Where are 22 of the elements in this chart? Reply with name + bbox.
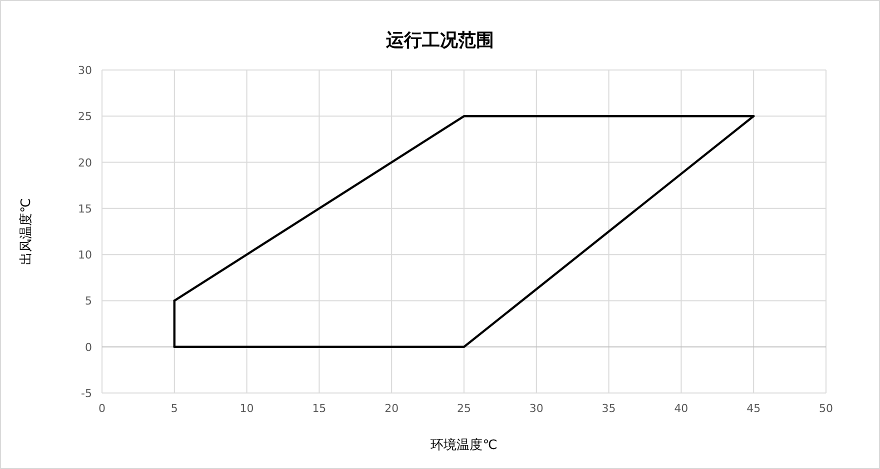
y-tick-label: 20 bbox=[78, 156, 92, 170]
x-tick-label: 20 bbox=[384, 402, 399, 415]
x-axis-title: 环境温度℃ bbox=[430, 437, 498, 453]
x-tick-label: 30 bbox=[529, 402, 544, 415]
y-tick-label: 25 bbox=[78, 110, 92, 124]
x-tick-label: 25 bbox=[457, 402, 471, 415]
x-tick-label: 40 bbox=[674, 402, 688, 415]
x-tick-label: 10 bbox=[240, 402, 254, 415]
x-tick-label: 45 bbox=[746, 402, 761, 415]
y-tick-label: 30 bbox=[78, 64, 92, 77]
y-tick-label: 10 bbox=[78, 248, 92, 262]
y-tick-label: 0 bbox=[85, 340, 92, 354]
x-tick-label: 15 bbox=[312, 402, 326, 415]
x-tick-label: 5 bbox=[170, 402, 178, 415]
y-tick-label: 15 bbox=[78, 202, 92, 216]
x-tick-label: 50 bbox=[819, 402, 833, 415]
y-tick-label: -5 bbox=[81, 387, 92, 400]
x-tick-label: 0 bbox=[98, 402, 106, 415]
x-tick-label: 35 bbox=[602, 402, 616, 415]
chart-title: 运行工况范围 bbox=[385, 30, 494, 51]
y-tick-label: 5 bbox=[85, 294, 92, 308]
y-axis-title: 出风温度℃ bbox=[18, 198, 34, 265]
